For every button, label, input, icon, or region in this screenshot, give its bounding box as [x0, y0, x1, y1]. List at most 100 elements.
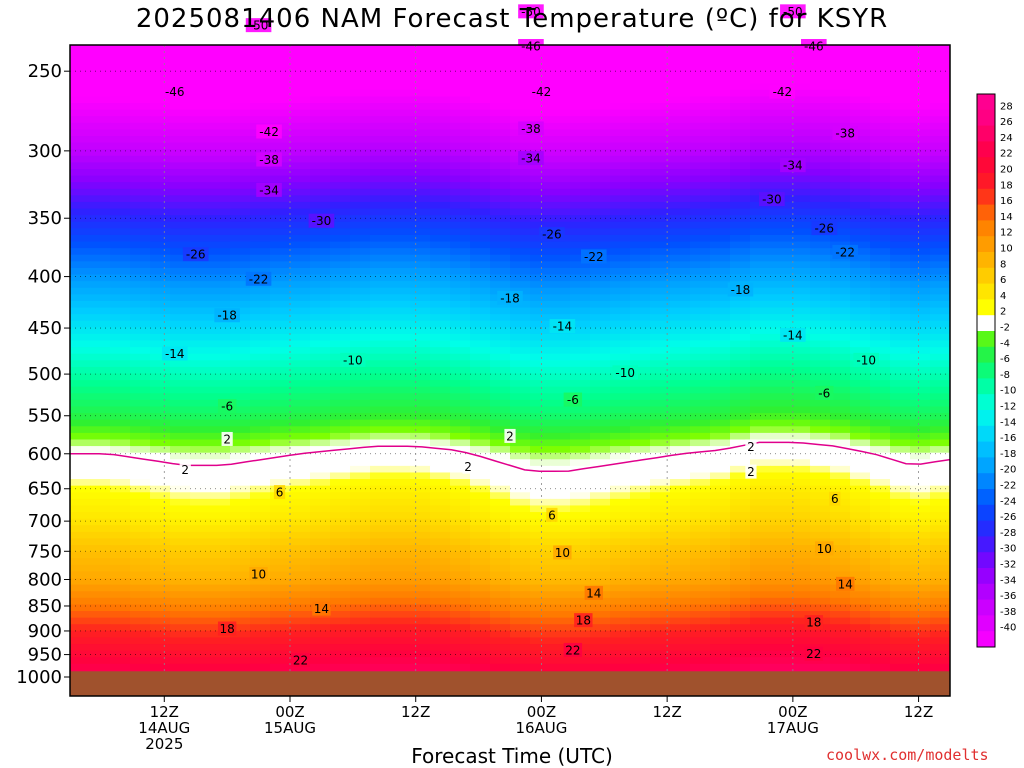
- contour-label-bg: [832, 244, 859, 259]
- field-cell: [510, 50, 531, 58]
- field-cell: [530, 604, 551, 612]
- field-cell: [410, 591, 431, 599]
- field-cell: [590, 320, 611, 328]
- field-cell: [110, 320, 131, 328]
- field-cell: [70, 294, 91, 302]
- field-cell: [490, 221, 511, 229]
- field-cell: [810, 492, 831, 500]
- field-cell: [830, 366, 851, 375]
- contour-label-bg: [245, 271, 272, 286]
- field-cell: [390, 195, 411, 203]
- field-cell: [150, 393, 171, 401]
- field-cell: [70, 241, 91, 249]
- field-cell: [70, 663, 91, 672]
- field-cell: [690, 571, 711, 579]
- field-cell: [610, 498, 631, 507]
- field-cell: [730, 37, 751, 44]
- field-cell: [190, 327, 211, 335]
- field-cell: [90, 663, 111, 672]
- field-cell: [530, 248, 551, 256]
- field-cell: [870, 155, 891, 163]
- field-cell: [590, 195, 611, 203]
- field-cell: [830, 564, 851, 573]
- field-cell: [490, 208, 511, 216]
- field-cell: [630, 558, 651, 566]
- field-cell: [710, 149, 731, 157]
- field-cell: [350, 135, 371, 144]
- field-cell: [610, 267, 631, 276]
- field-cell: [890, 294, 911, 302]
- field-cell: [810, 571, 831, 579]
- field-cell: [250, 201, 271, 210]
- field-cell: [170, 182, 191, 190]
- field-cell: [290, 261, 311, 269]
- field-cell: [530, 188, 551, 196]
- field-cell: [90, 63, 111, 71]
- field-cell: [470, 485, 491, 493]
- field-cell: [330, 83, 351, 91]
- field-cell: [590, 538, 611, 546]
- field-cell: [870, 188, 891, 196]
- field-cell: [750, 135, 771, 144]
- field-cell: [930, 485, 950, 493]
- field-cell: [230, 538, 251, 546]
- field-cell: [370, 241, 391, 249]
- field-cell: [190, 360, 211, 368]
- field-cell: [130, 406, 151, 414]
- field-cell: [310, 234, 331, 243]
- field-cell: [730, 446, 751, 454]
- field-cell: [410, 426, 431, 434]
- field-cell: [410, 399, 431, 408]
- field-cell: [550, 314, 571, 322]
- field-cell: [170, 109, 191, 117]
- field-cell: [690, 611, 711, 619]
- field-cell: [650, 340, 671, 348]
- field-cell: [890, 70, 911, 78]
- field-cell: [110, 208, 131, 216]
- field-cell: [750, 307, 771, 315]
- field-cell: [190, 234, 211, 243]
- field-cell: [530, 267, 551, 276]
- field-cell: [70, 360, 91, 368]
- field-cell: [890, 168, 911, 177]
- field-cell: [230, 50, 251, 58]
- field-cell: [230, 215, 251, 223]
- field-cell: [630, 37, 651, 44]
- field-cell: [390, 479, 411, 487]
- field-cell: [930, 545, 950, 553]
- field-cell: [630, 168, 651, 177]
- field-cell: [150, 604, 171, 612]
- field-cell: [330, 274, 351, 282]
- field-cell: [690, 637, 711, 645]
- field-cell: [910, 135, 931, 144]
- field-cell: [490, 406, 511, 414]
- field-cell: [270, 37, 291, 44]
- field-cell: [370, 162, 391, 170]
- field-cell: [410, 637, 431, 645]
- field-cell: [610, 135, 631, 144]
- field-cell: [170, 208, 191, 216]
- field-cell: [370, 492, 391, 500]
- field-cell: [110, 327, 131, 335]
- field-cell: [70, 644, 91, 652]
- field-cell: [370, 281, 391, 289]
- field-cell: [790, 241, 811, 249]
- field-cell: [910, 386, 931, 394]
- field-cell: [470, 604, 491, 612]
- field-cell: [330, 149, 351, 157]
- field-cell: [590, 657, 611, 665]
- field-cell: [730, 168, 751, 177]
- field-cell: [430, 37, 451, 44]
- field-cell: [490, 624, 511, 632]
- field-cell: [610, 426, 631, 434]
- field-cell: [110, 129, 131, 137]
- field-cell: [530, 360, 551, 368]
- field-cell: [870, 340, 891, 348]
- field-cell: [330, 366, 351, 375]
- field-cell: [730, 558, 751, 566]
- field-cell: [230, 281, 251, 289]
- field-cell: [670, 531, 691, 540]
- field-cell: [570, 228, 591, 236]
- field-cell: [310, 459, 331, 467]
- field-cell: [250, 89, 271, 98]
